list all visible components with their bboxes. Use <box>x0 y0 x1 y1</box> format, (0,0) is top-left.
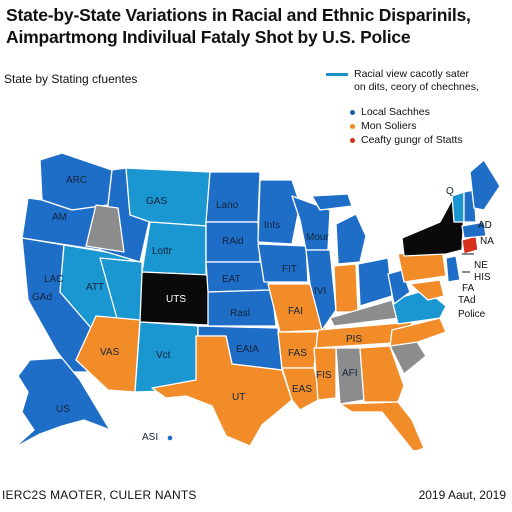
label-la: EAS <box>292 384 312 395</box>
label-tx: UT <box>232 392 245 403</box>
label-il: IVI <box>314 286 326 297</box>
label-wa: ARC <box>66 175 87 186</box>
state-il[interactable] <box>305 249 337 331</box>
label-al: AFI <box>342 368 358 379</box>
state-md[interactable] <box>409 279 445 301</box>
label-hi: ASI <box>142 432 158 443</box>
map-subheading: State by Stating cfuentes <box>4 72 138 86</box>
label-nd: Lano <box>216 200 239 211</box>
legend-dot-icon <box>350 110 355 115</box>
side-label-his: HIS <box>474 272 491 283</box>
legend-line-swatch <box>326 73 348 76</box>
footer-source: IERC2S MAOTER, CULER NANTS <box>2 488 197 502</box>
state-fl[interactable] <box>339 401 425 450</box>
state-ak[interactable] <box>13 357 111 449</box>
title-line-2: Aimpartmong Indivilual Fataly Shot by U.… <box>6 27 411 47</box>
title-line-1: State-by-State Variations in Racial and … <box>6 5 471 25</box>
label-wi: Mour <box>306 232 329 243</box>
legend-item: Ceafty gungr of Statts <box>350 134 510 147</box>
legend-dot-icon <box>350 138 355 143</box>
label-az: VAS <box>100 347 120 358</box>
label-ar: FAS <box>288 348 307 359</box>
state-ga[interactable] <box>359 345 405 403</box>
legend-item: Mon Soliers <box>350 120 510 133</box>
state-me[interactable] <box>469 159 501 211</box>
label-nv: ATT <box>86 282 104 293</box>
state-nj[interactable] <box>445 255 461 283</box>
state-ct[interactable] <box>461 235 479 255</box>
label-ks: Rasl <box>230 308 250 319</box>
label-wy: Lottr <box>152 246 173 257</box>
legend-list: Local Sachhes Mon Soliers Ceafty gungr o… <box>350 106 510 147</box>
label-mt: GAS <box>146 196 167 207</box>
label-or: AM <box>52 212 67 223</box>
state-nd[interactable] <box>205 171 261 223</box>
state-oh[interactable] <box>357 257 393 307</box>
label-ca-south: GAd <box>32 292 52 303</box>
legend-lead-line-1: Racial view cacotly sater <box>354 68 469 80</box>
state-vt[interactable] <box>451 191 465 223</box>
state-mt[interactable] <box>125 167 211 227</box>
label-ok: EAtA <box>236 344 259 355</box>
state-id-gray[interactable] <box>85 204 125 253</box>
label-ia: FIT <box>282 264 297 275</box>
label-co: UTS <box>166 294 186 305</box>
state-hi[interactable] <box>166 434 174 442</box>
legend-item-label: Local Sachhes <box>361 106 430 118</box>
label-mo: FAI <box>288 306 303 317</box>
state-mi-upper[interactable] <box>311 193 353 211</box>
state-ks[interactable] <box>207 289 277 327</box>
legend-item: Local Sachhes <box>350 106 510 119</box>
legend-lead-line-2: on dits, ceory of chechnes, <box>354 81 479 93</box>
legend-item-label: Ceafty gungr of Statts <box>361 134 463 146</box>
footer-date: 2019 Aaut, 2019 <box>418 488 506 502</box>
state-ms[interactable] <box>313 347 337 401</box>
label-ga: PIS <box>346 334 362 345</box>
side-label-fa: FA <box>462 283 475 294</box>
state-in[interactable] <box>333 263 359 313</box>
label-ne: EAT <box>222 274 241 285</box>
state-ia[interactable] <box>257 243 309 283</box>
state-ma[interactable] <box>461 221 487 239</box>
label-ms: FIS <box>316 370 332 381</box>
state-mi[interactable] <box>335 213 367 265</box>
label-mn: Ints <box>264 220 280 231</box>
label-ca: LAC <box>44 274 63 285</box>
state-tx[interactable] <box>151 335 293 447</box>
legend-dot-icon <box>350 124 355 129</box>
us-choropleth-map: ARC AM LAC GAd ATT GAS Lottr UTS VAS Vct… <box>13 152 501 450</box>
state-mn[interactable] <box>257 179 301 245</box>
state-nc[interactable] <box>389 317 447 347</box>
side-label-na: NA <box>480 236 494 247</box>
legend-item-label: Mon Soliers <box>361 120 417 132</box>
side-label-ad: AD <box>478 220 492 231</box>
map-title: State-by-State Variations in Racial and … <box>6 4 506 48</box>
label-sd: RAid <box>222 236 244 247</box>
legend: Racial view cacotly sater on dits, ceory… <box>326 68 510 148</box>
label-nm: Vct <box>156 350 171 361</box>
legend-lead: Racial view cacotly sater on dits, ceory… <box>326 68 510 94</box>
state-az[interactable] <box>75 315 141 393</box>
side-label-ne: NE <box>474 260 488 271</box>
side-label-tad: TAd <box>458 295 476 306</box>
side-label-police: Police <box>458 309 486 320</box>
label-ak: US <box>56 404 70 415</box>
state-la[interactable] <box>281 367 323 411</box>
label-ne-corner: Q <box>446 186 454 197</box>
